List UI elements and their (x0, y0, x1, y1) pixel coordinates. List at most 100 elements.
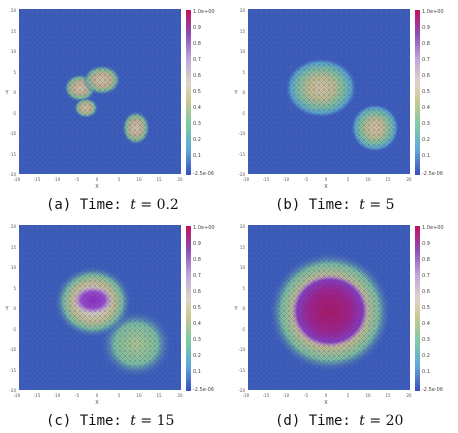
x-tick: -20 (14, 177, 21, 182)
x-tick: -15 (263, 393, 270, 398)
colorbar-tick: 0.8 (422, 41, 430, 47)
colorbar-tick: 0.1 (193, 153, 201, 159)
x-tick: -20 (243, 393, 250, 398)
y-axis-label: Y (233, 90, 238, 96)
x-tick: 20 (406, 177, 412, 182)
y-tick: -20 (9, 388, 16, 393)
colorbar-top-label: 1.0e+00 (422, 225, 444, 231)
x-tick: -10 (283, 177, 290, 182)
x-tick: -10 (283, 393, 290, 398)
colorbar-tick: 0.2 (422, 137, 430, 143)
y-tick: 10 (240, 265, 246, 270)
x-axis-label: X (95, 184, 99, 190)
x-tick: 10 (136, 393, 142, 398)
x-tick: 5 (118, 177, 121, 182)
y-tick: -20 (238, 172, 245, 177)
colorbar-tick: 0.1 (422, 153, 430, 159)
caption-equals: = (364, 197, 386, 213)
y-tick: -10 (238, 131, 245, 136)
colorbar-tick: 0.6 (422, 289, 430, 295)
colorbar-tick: 0.8 (422, 257, 430, 263)
colorbar-bottom-label: -2.5e-06 (193, 387, 214, 393)
y-tick: 20 (11, 8, 17, 13)
x-tick: -5 (304, 177, 308, 182)
x-tick: -5 (75, 177, 79, 182)
caption-prefix: (d) Time: (275, 413, 360, 429)
caption-value: 15 (156, 413, 175, 429)
colorbar-tick: 0.1 (193, 369, 201, 375)
caption-value: 20 (385, 413, 404, 429)
caption-variable: t (359, 413, 365, 429)
colorbar-tick: 0.5 (193, 305, 201, 311)
y-tick: -20 (9, 172, 16, 177)
y-tick: -20 (238, 388, 245, 393)
y-tick: -5 (241, 111, 245, 116)
colorbar-tick: 0.2 (193, 137, 201, 143)
y-tick: 5 (13, 286, 16, 291)
colorbar-bottom-label: -2.5e-06 (193, 171, 214, 177)
y-tick: 10 (11, 265, 17, 270)
x-tick: 20 (177, 393, 183, 398)
x-tick: 0 (325, 177, 328, 182)
colorbar-tick: 0.3 (422, 337, 430, 343)
x-tick: -20 (243, 177, 250, 182)
y-axis-label: Y (4, 90, 9, 96)
panel-b: 1.0e+00 0.9 0.8 0.7 0.6 0.5 0.4 0.3 0.2 … (229, 0, 458, 216)
x-tick: 15 (385, 177, 391, 182)
x-tick: 15 (156, 393, 162, 398)
x-tick: -5 (75, 393, 79, 398)
caption-variable: t (130, 413, 136, 429)
x-axis-label: X (95, 400, 99, 406)
y-tick: 0 (242, 90, 245, 95)
colorbar-bottom-label: -2.5e-06 (422, 171, 443, 177)
caption-equals: = (135, 413, 157, 429)
colorbar-tick: 0.6 (422, 73, 430, 79)
colorbar-tick: 0.4 (193, 321, 201, 327)
x-tick: -20 (14, 393, 21, 398)
y-tick: -5 (12, 111, 16, 116)
colorbar-tick: 0.2 (422, 353, 430, 359)
caption-prefix: (a) Time: (46, 197, 131, 213)
y-tick: 5 (242, 286, 245, 291)
caption-value: 5 (385, 197, 395, 213)
y-tick: 5 (13, 70, 16, 75)
x-tick: 10 (136, 177, 142, 182)
y-tick: 0 (13, 306, 16, 311)
x-tick: -5 (304, 393, 308, 398)
y-tick: -15 (9, 368, 16, 373)
panel-c: 1.0e+00 0.9 0.8 0.7 0.6 0.5 0.4 0.3 0.2 … (0, 216, 229, 433)
y-axis-label: Y (233, 306, 238, 312)
y-tick: 20 (240, 224, 246, 229)
colorbar-tick: 0.9 (422, 25, 430, 31)
colorbar-d (415, 226, 420, 391)
colorbar-tick: 0.5 (422, 89, 430, 95)
y-tick: -15 (238, 368, 245, 373)
caption-a: (a) Time: t = 0.2 (46, 197, 179, 213)
colorbar-b (415, 10, 420, 175)
caption-b: (b) Time: t = 5 (275, 197, 395, 213)
x-tick: -10 (54, 393, 61, 398)
y-axis-label: Y (4, 306, 9, 312)
colorbar-tick: 0.8 (193, 257, 201, 263)
panel-d: 1.0e+00 0.9 0.8 0.7 0.6 0.5 0.4 0.3 0.2 … (229, 216, 458, 433)
x-tick: 5 (118, 393, 121, 398)
x-tick: 5 (347, 393, 350, 398)
colorbar-tick: 0.7 (193, 273, 201, 279)
x-tick: 10 (365, 393, 371, 398)
colorbar-tick: 0.6 (193, 289, 201, 295)
y-tick: -10 (9, 131, 16, 136)
y-tick: -5 (241, 327, 245, 332)
caption-equals: = (364, 413, 386, 429)
x-tick: -15 (34, 177, 41, 182)
x-tick: 15 (156, 177, 162, 182)
caption-variable: t (130, 197, 136, 213)
x-tick: -15 (263, 177, 270, 182)
x-tick: 10 (365, 177, 371, 182)
y-tick: 0 (13, 90, 16, 95)
x-tick: 20 (177, 177, 183, 182)
x-tick: -10 (54, 177, 61, 182)
colorbar-tick: 0.4 (422, 321, 430, 327)
colorbar-c (186, 226, 191, 391)
colorbar-tick: 0.3 (422, 121, 430, 127)
colorbar-bottom-label: -2.5e-06 (422, 387, 443, 393)
